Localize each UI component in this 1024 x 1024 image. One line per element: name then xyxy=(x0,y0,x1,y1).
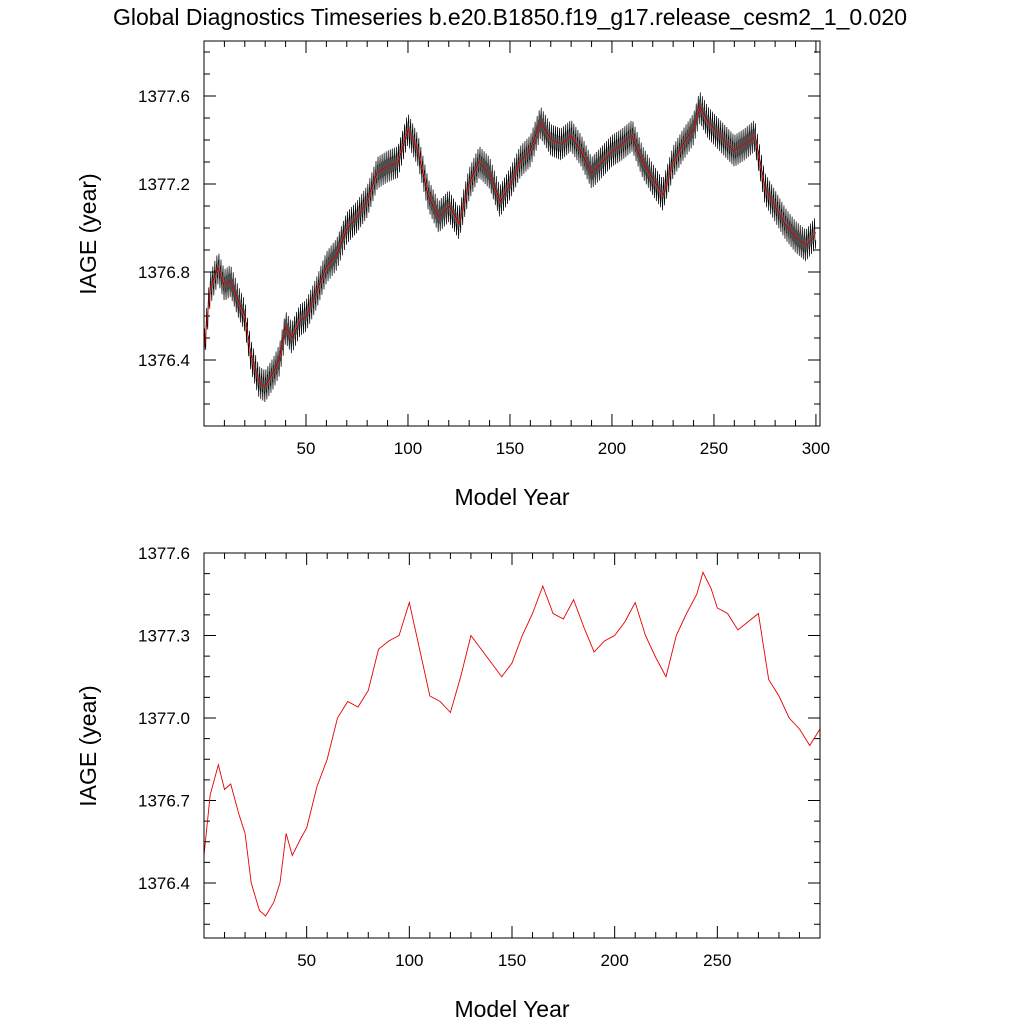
annual-series-line xyxy=(203,571,821,917)
top-panel-marks xyxy=(203,92,817,403)
bottom-panel-marks xyxy=(203,571,821,917)
x-tick-label: 250 xyxy=(703,951,731,970)
y-tick-label: 1377.0 xyxy=(138,709,190,728)
top-panel-tick-labels: 50 100 150 200 250 300 1376.4 1376.8 1377.2 1377.… xyxy=(138,87,830,458)
y-tick-label: 1376.4 xyxy=(138,874,190,893)
top-y-axis-label: IAGE (year) xyxy=(75,173,101,294)
top-panel-frame xyxy=(203,40,821,427)
annual-series-line xyxy=(203,105,817,388)
y-tick-label: 1376.7 xyxy=(138,792,190,811)
x-tick-label: 300 xyxy=(802,439,830,458)
figure-title: Global Diagnostics Timeseries b.e20.B185… xyxy=(113,4,907,30)
bottom-y-axis-label: IAGE (year) xyxy=(75,685,101,806)
monthly-series-line xyxy=(203,92,817,403)
bottom-panel-tick-labels: 50 100 150 200 250 1376.4 1376.7 1377.0 1377.3 13… xyxy=(138,544,732,970)
y-tick-label: 1377.6 xyxy=(138,544,190,563)
top-panel: 50 100 150 200 250 300 1376.4 1376.8 1377.2 1377.… xyxy=(75,40,830,510)
y-tick-label: 1376.4 xyxy=(138,351,190,370)
x-tick-label: 150 xyxy=(498,951,526,970)
x-tick-label: 200 xyxy=(600,951,628,970)
bottom-x-axis-label: Model Year xyxy=(454,996,569,1022)
top-panel-ticks xyxy=(204,41,820,427)
bottom-panel-ticks xyxy=(204,552,820,938)
y-tick-label: 1377.2 xyxy=(138,175,190,194)
y-tick-label: 1376.8 xyxy=(138,263,190,282)
y-tick-label: 1377.3 xyxy=(138,627,190,646)
x-tick-label: 50 xyxy=(297,951,316,970)
x-tick-label: 100 xyxy=(394,439,422,458)
x-tick-label: 100 xyxy=(395,951,423,970)
bottom-panel: 50 100 150 200 250 1376.4 1376.7 1377.0 1377.3 13… xyxy=(75,544,821,1022)
top-x-axis-label: Model Year xyxy=(454,484,569,510)
x-tick-label: 200 xyxy=(598,439,626,458)
x-tick-label: 150 xyxy=(496,439,524,458)
x-tick-label: 250 xyxy=(700,439,728,458)
bottom-panel-frame xyxy=(203,552,821,939)
x-tick-label: 50 xyxy=(297,439,316,458)
y-tick-label: 1377.6 xyxy=(138,87,190,106)
